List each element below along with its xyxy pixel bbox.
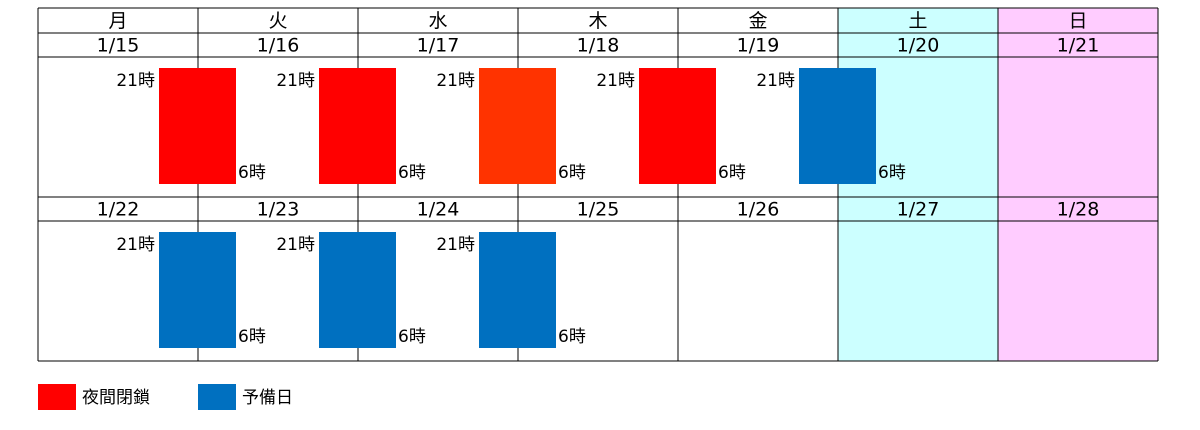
date-label: 1/15 — [97, 35, 140, 57]
date-label: 1/27 — [897, 199, 940, 221]
end-time: 6時 — [398, 327, 426, 347]
start-time: 21時 — [116, 235, 155, 255]
end-time: 6時 — [398, 163, 426, 183]
date-label: 1/18 — [577, 35, 620, 57]
legend-label: 夜間閉鎖 — [82, 388, 150, 408]
end-time: 6時 — [878, 163, 906, 183]
date-label: 1/19 — [737, 35, 780, 57]
event-block — [479, 232, 556, 348]
start-time: 21時 — [436, 235, 475, 255]
date-label: 1/26 — [737, 199, 780, 221]
weekday-label: 木 — [588, 10, 607, 32]
event-block — [159, 232, 236, 348]
event-block — [479, 68, 556, 184]
event-block — [319, 68, 396, 184]
end-time: 6時 — [238, 163, 266, 183]
event-block — [639, 68, 716, 184]
start-time: 21時 — [276, 71, 315, 91]
date-label: 1/20 — [897, 35, 940, 57]
date-label: 1/17 — [417, 35, 460, 57]
end-time: 6時 — [238, 327, 266, 347]
date-label: 1/21 — [1057, 35, 1100, 57]
event-block — [159, 68, 236, 184]
legend-label: 予備日 — [242, 388, 293, 408]
end-time: 6時 — [558, 327, 586, 347]
date-label: 1/22 — [97, 199, 140, 221]
end-time: 6時 — [558, 163, 586, 183]
start-time: 21時 — [276, 235, 315, 255]
date-label: 1/24 — [417, 199, 460, 221]
event-block — [319, 232, 396, 348]
weekday-label: 日 — [1068, 10, 1087, 32]
legend-swatch — [198, 384, 236, 410]
start-time: 21時 — [756, 71, 795, 91]
weekend-column — [838, 8, 998, 361]
event-block — [799, 68, 876, 184]
date-label: 1/25 — [577, 199, 620, 221]
weekday-label: 金 — [748, 10, 767, 32]
weekday-label: 月 — [108, 10, 127, 32]
start-time: 21時 — [116, 71, 155, 91]
date-label: 1/28 — [1057, 199, 1100, 221]
weekday-label: 土 — [908, 10, 927, 32]
date-label: 1/16 — [257, 35, 300, 57]
start-time: 21時 — [436, 71, 475, 91]
date-label: 1/23 — [257, 199, 300, 221]
weekend-column — [998, 8, 1158, 361]
end-time: 6時 — [718, 163, 746, 183]
legend-swatch — [38, 384, 76, 410]
weekday-label: 火 — [268, 10, 287, 32]
start-time: 21時 — [596, 71, 635, 91]
weekday-label: 水 — [428, 10, 447, 32]
